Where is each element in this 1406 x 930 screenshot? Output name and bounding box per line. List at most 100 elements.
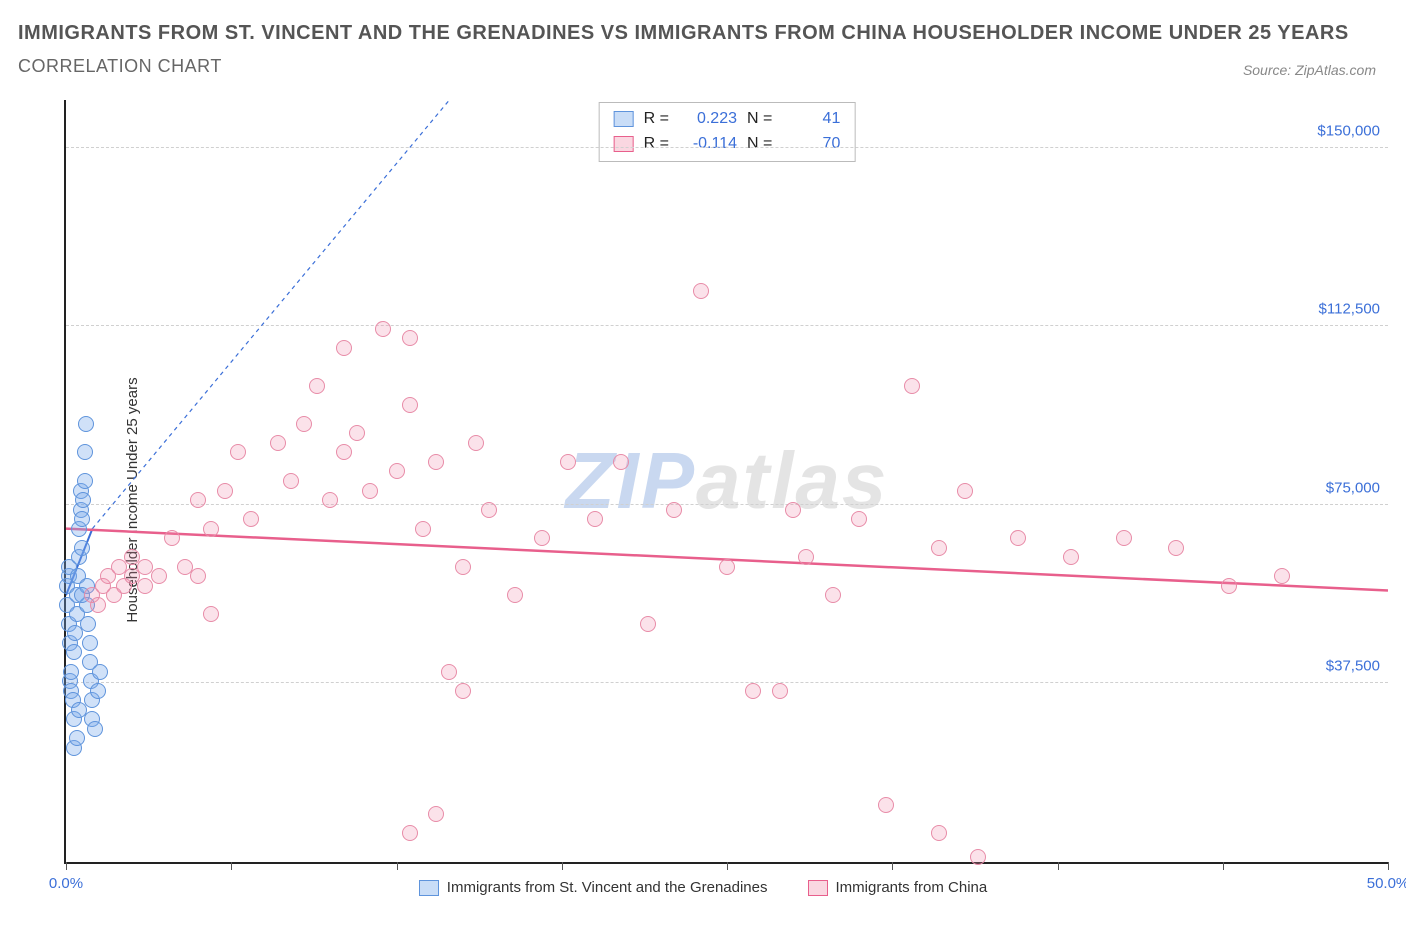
gridline: [66, 325, 1388, 326]
data-point-china: [415, 521, 431, 537]
data-point-china: [428, 454, 444, 470]
data-point-china: [560, 454, 576, 470]
data-point-china: [230, 444, 246, 460]
data-point-china: [90, 597, 106, 613]
data-point-china: [613, 454, 629, 470]
data-point-svg: [87, 721, 103, 737]
y-tick-label: $112,500: [1319, 301, 1380, 318]
data-point-china: [772, 683, 788, 699]
swatch-blue: [614, 111, 634, 127]
data-point-china: [640, 616, 656, 632]
data-point-svg: [82, 635, 98, 651]
data-point-china: [1063, 549, 1079, 565]
x-tick: [1223, 862, 1224, 870]
n-value-china: 70: [782, 132, 840, 157]
data-point-china: [1010, 530, 1026, 546]
gridline: [66, 504, 1388, 505]
data-point-china: [534, 530, 550, 546]
data-point-china: [931, 540, 947, 556]
data-point-china: [375, 321, 391, 337]
r-label: R =: [644, 132, 669, 157]
n-label: N =: [747, 107, 772, 132]
x-tick: [892, 862, 893, 870]
data-point-china: [745, 683, 761, 699]
data-point-china: [428, 806, 444, 822]
legend-label-china: Immigrants from China: [836, 879, 988, 896]
data-point-china: [402, 825, 418, 841]
data-point-china: [851, 511, 867, 527]
legend-label-svg: Immigrants from St. Vincent and the Gren…: [447, 879, 768, 896]
data-point-china: [693, 283, 709, 299]
legend-row-svg: R = 0.223 N = 41: [614, 107, 841, 132]
swatch-pink: [808, 880, 828, 896]
data-point-china: [283, 473, 299, 489]
series-legend: Immigrants from St. Vincent and the Gren…: [18, 879, 1388, 896]
data-point-china: [336, 444, 352, 460]
data-point-china: [1274, 568, 1290, 584]
data-point-china: [151, 568, 167, 584]
chart-subtitle: CORRELATION CHART: [18, 56, 1388, 77]
y-tick-label: $37,500: [1326, 658, 1380, 675]
data-point-china: [825, 587, 841, 603]
chart-container: Householder Income Under 25 years ZIPatl…: [18, 100, 1388, 900]
correlation-legend: R = 0.223 N = 41 R = -0.114 N = 70: [599, 102, 856, 162]
data-point-china: [1168, 540, 1184, 556]
data-point-china: [507, 587, 523, 603]
data-point-china: [957, 483, 973, 499]
data-point-china: [164, 530, 180, 546]
data-point-china: [587, 511, 603, 527]
x-tick: [562, 862, 563, 870]
data-point-svg: [75, 492, 91, 508]
data-point-svg: [71, 702, 87, 718]
swatch-blue: [419, 880, 439, 896]
data-point-china: [441, 664, 457, 680]
x-tick: [1388, 862, 1389, 870]
y-tick-label: $150,000: [1317, 122, 1380, 139]
data-point-china: [309, 378, 325, 394]
x-tick: [1058, 862, 1059, 870]
data-point-china: [719, 559, 735, 575]
data-point-china: [970, 849, 986, 865]
data-point-svg: [78, 416, 94, 432]
data-point-svg: [77, 444, 93, 460]
legend-item-china: Immigrants from China: [808, 879, 988, 896]
data-point-china: [878, 797, 894, 813]
data-point-svg: [66, 644, 82, 660]
chart-title: IMMIGRANTS FROM ST. VINCENT AND THE GREN…: [18, 18, 1388, 48]
data-point-svg: [80, 616, 96, 632]
x-tick: [727, 862, 728, 870]
r-value-china: -0.114: [679, 132, 737, 157]
data-point-china: [931, 825, 947, 841]
x-tick: [397, 862, 398, 870]
data-point-china: [785, 502, 801, 518]
swatch-pink: [614, 136, 634, 152]
plot-area: ZIPatlas R = 0.223 N = 41 R = -0.114 N =…: [64, 100, 1388, 864]
data-point-china: [798, 549, 814, 565]
data-point-svg: [74, 511, 90, 527]
data-point-china: [455, 683, 471, 699]
data-point-china: [190, 492, 206, 508]
data-point-china: [666, 502, 682, 518]
data-point-china: [349, 425, 365, 441]
n-label: N =: [747, 132, 772, 157]
data-point-china: [243, 511, 259, 527]
data-point-china: [217, 483, 233, 499]
data-point-svg: [63, 664, 79, 680]
trendlines: [66, 100, 1388, 862]
data-point-svg: [69, 730, 85, 746]
data-point-china: [402, 397, 418, 413]
data-point-china: [468, 435, 484, 451]
data-point-china: [190, 568, 206, 584]
data-point-svg: [90, 683, 106, 699]
legend-item-svg: Immigrants from St. Vincent and the Gren…: [419, 879, 768, 896]
n-value-svg: 41: [782, 107, 840, 132]
x-tick: [231, 862, 232, 870]
data-point-svg: [77, 473, 93, 489]
r-value-svg: 0.223: [679, 107, 737, 132]
legend-row-china: R = -0.114 N = 70: [614, 132, 841, 157]
data-point-china: [270, 435, 286, 451]
data-point-china: [362, 483, 378, 499]
data-point-china: [389, 463, 405, 479]
data-point-svg: [74, 540, 90, 556]
gridline: [66, 147, 1388, 148]
